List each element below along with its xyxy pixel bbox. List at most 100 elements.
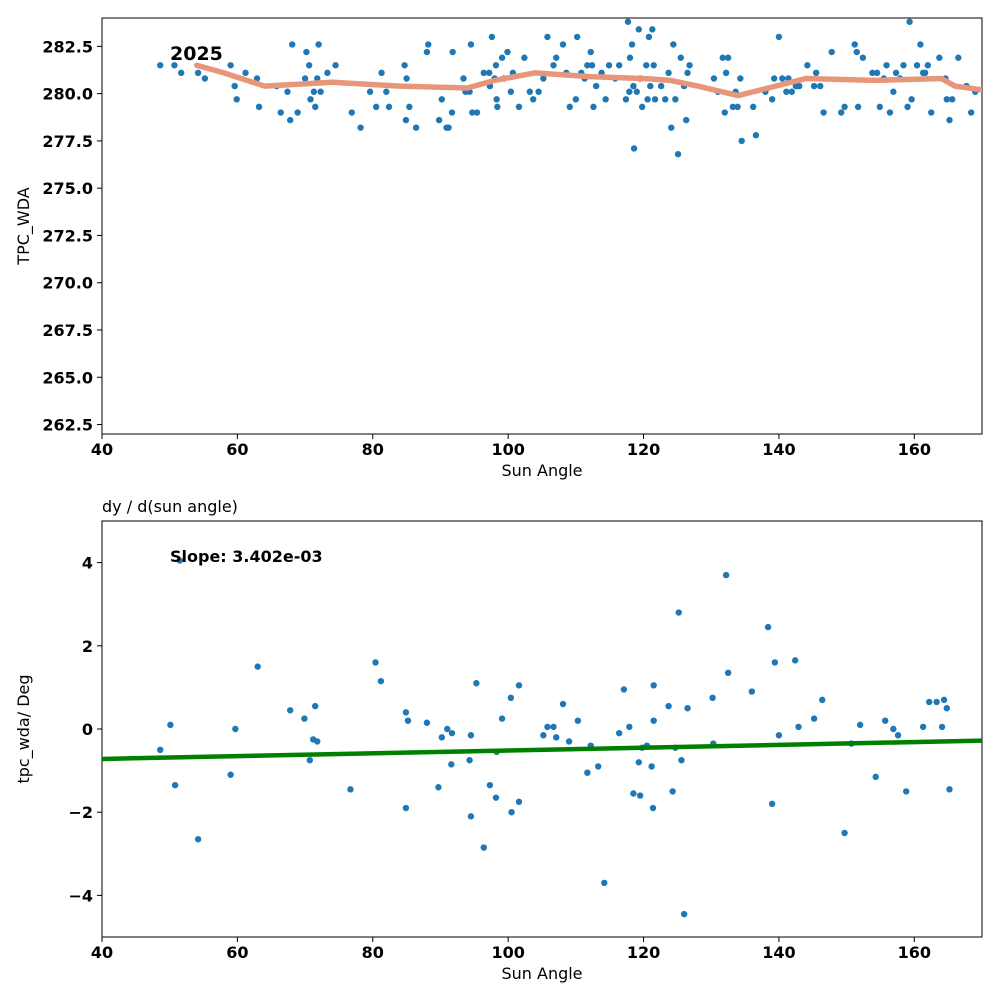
x-tick-label: 100 [491,943,524,962]
data-point [665,69,672,77]
bottom-chart-y-axis-label: tpc_wda/ Deg [14,674,34,783]
x-tick-label: 40 [91,440,113,459]
data-point [873,69,881,77]
data-point [886,109,894,116]
data-point [669,788,676,795]
trend-line [194,62,982,99]
top-chart-frame [101,17,983,435]
data-point [402,116,410,124]
data-point [423,719,431,726]
data-point [854,103,862,111]
data-point [157,62,164,69]
data-point [493,96,500,103]
data-point [544,723,551,731]
data-point [605,62,613,69]
data-point [812,69,820,77]
data-point [194,836,202,843]
data-point [594,763,602,770]
data-point [584,62,591,69]
data-point [357,124,364,131]
data-point [473,680,480,687]
data-point [924,62,932,69]
data-point [286,707,294,714]
data-point [404,717,412,724]
data-point [521,54,528,61]
data-point [301,715,308,722]
data-point [171,62,178,69]
y-tick-label: 275.0 [42,179,93,198]
data-point [955,54,962,61]
data-point [890,88,897,95]
data-point [178,69,185,77]
data-point [317,88,324,95]
data-point [574,717,582,724]
data-point [233,96,240,103]
data-point [645,33,653,41]
x-tick-label: 80 [362,943,384,962]
y-tick-label: −4 [68,886,93,905]
data-point [841,829,848,837]
data-point [657,82,665,90]
data-point [838,109,845,116]
data-point [438,734,446,741]
data-point [550,62,557,69]
data-point [633,88,640,95]
data-point [253,75,261,82]
bottom-chart-lines [102,738,982,762]
data-point [423,48,431,56]
x-tick-label: 160 [898,943,931,962]
data-point [628,41,636,48]
top-chart-x-axis-label: Sun Angle [501,461,582,480]
data-point [559,700,567,708]
data-point [314,738,321,745]
data-point [377,677,385,685]
data-point [913,62,921,69]
bottom-chart-x-axis-label: Sun Angle [501,964,582,983]
data-point [372,103,380,111]
data-point [473,109,481,116]
data-point [460,75,467,82]
data-point [572,96,580,103]
data-point [550,723,557,731]
data-point [301,75,309,82]
data-point [176,557,184,564]
data-point [917,41,924,48]
data-point [626,88,633,95]
data-point [504,48,511,56]
data-point [347,786,354,793]
data-point [748,688,756,695]
data-point [566,103,573,111]
data-point [946,786,953,793]
data-point [783,88,790,95]
data-point [303,48,310,56]
data-point [624,18,632,25]
data-point [540,75,547,82]
data-point [810,715,818,722]
data-point [943,96,950,103]
data-point [425,41,432,48]
data-point [729,103,737,111]
data-point [638,103,646,111]
data-point [553,734,560,741]
data-point [892,69,900,77]
data-point [332,62,339,69]
data-point [630,790,637,797]
data-point [526,88,534,95]
data-point [201,75,209,82]
data-point [771,659,779,666]
data-point [312,702,319,710]
x-tick-label: 60 [226,440,248,459]
data-point [588,62,596,69]
data-point [869,69,876,77]
data-point [307,96,314,103]
data-point [940,696,948,704]
data-point [949,96,956,103]
data-point [770,75,778,82]
data-point [859,54,867,61]
data-point [486,781,494,789]
data-point [480,844,487,851]
data-point [403,75,410,82]
x-tick-label: 120 [627,943,660,962]
data-point [764,623,772,631]
data-point [668,124,675,131]
